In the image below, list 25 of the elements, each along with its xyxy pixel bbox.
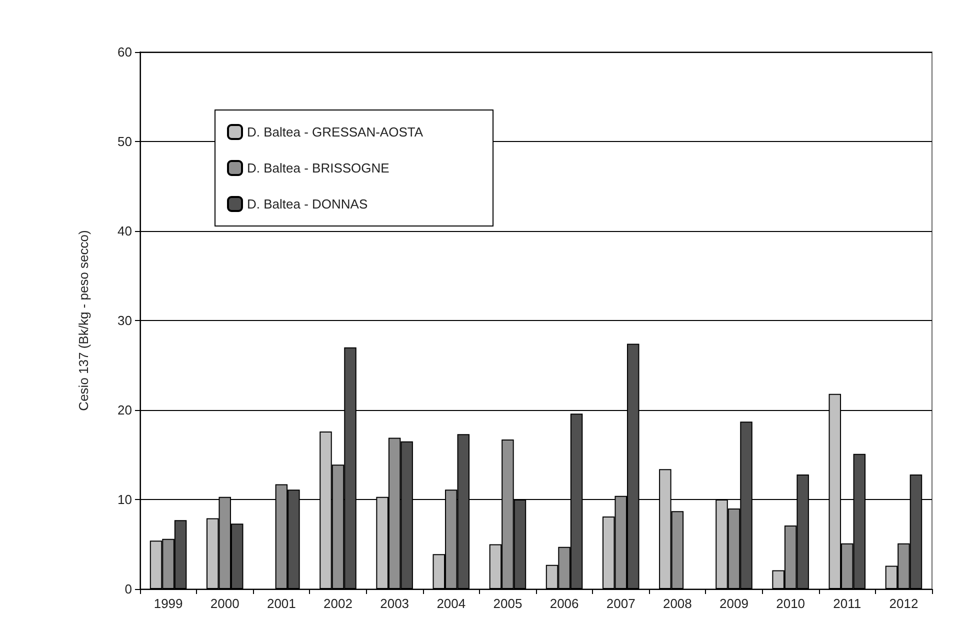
y-axis-title: Cesio 137 (Bk/kg - peso secco) [76,230,91,411]
legend-label: D. Baltea - GRESSAN-AOSTA [247,124,424,140]
x-tick-label: 2008 [662,596,692,611]
x-tick-label: 2012 [889,596,918,611]
y-tick-label: 10 [118,492,132,507]
y-tick-label: 50 [118,134,132,149]
x-tick-label: 2007 [606,596,636,611]
x-tick-label: 2006 [550,596,579,611]
legend-label: D. Baltea - DONNAS [247,196,368,212]
y-tick-label: 20 [118,402,132,418]
x-tick-label: 2000 [210,596,240,611]
legend-label: D. Baltea - BRISSOGNE [247,160,390,176]
x-tick-label: 2011 [833,596,862,611]
y-tick-label: 30 [118,313,132,328]
y-tick-label: 0 [124,582,132,596]
x-tick-label: 2004 [436,596,466,611]
y-tick-label: 40 [118,224,132,238]
x-tick-label: 1999 [154,596,183,611]
x-tick-label: 2005 [493,596,522,611]
x-tick-label: 2010 [776,596,806,611]
x-tick-label: 2001 [266,596,296,611]
x-tick-label: 2009 [720,596,748,611]
y-tick-label: 60 [118,44,132,60]
x-tick-label: 2003 [380,596,410,611]
x-tick-label: 2002 [324,596,352,611]
